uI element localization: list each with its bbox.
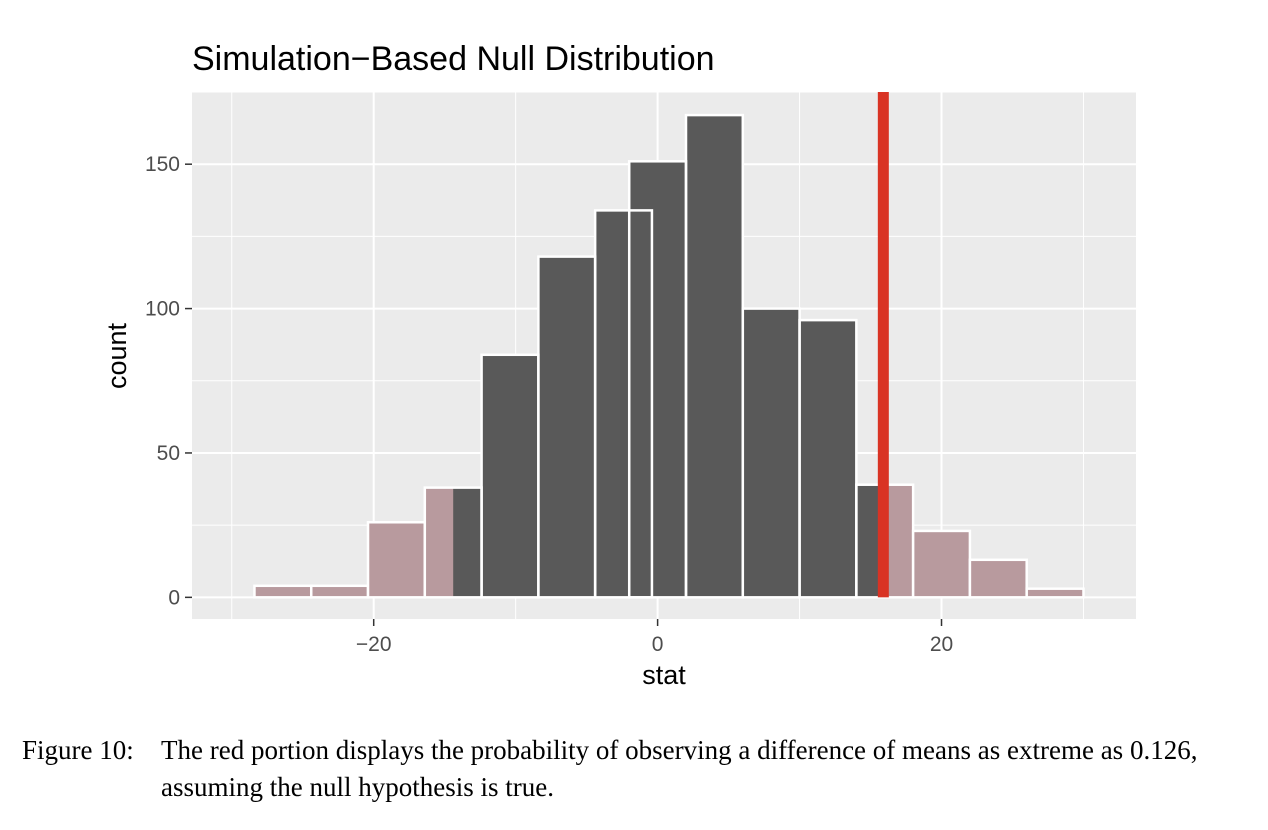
histogram-bar [742, 308, 800, 598]
shaded-bar [424, 487, 454, 598]
y-tick-label: 150 [145, 153, 180, 176]
x-tick-label: 20 [930, 633, 953, 656]
histogram-bar [686, 115, 743, 598]
histogram-bar [538, 256, 596, 598]
histogram-bar [481, 354, 539, 598]
x-axis-title: stat [642, 660, 686, 690]
histogram-bar [799, 320, 857, 598]
bar-outline [593, 209, 654, 599]
caption-text: The red portion displays the probability… [161, 735, 1198, 802]
bar-outline [1025, 587, 1085, 599]
y-tick-label: 0 [168, 586, 180, 609]
bar-outline [798, 318, 858, 599]
shaded-bar [368, 522, 425, 598]
y-axis-title: count [102, 322, 132, 389]
bar-outline [968, 558, 1028, 599]
shaded-bar [1026, 588, 1084, 598]
shaded-bar [254, 585, 312, 598]
shaded-bar [913, 530, 970, 598]
histogram-bar [629, 161, 687, 598]
y-tick-label: 50 [157, 442, 180, 465]
chart-title: Simulation−Based Null Distribution [192, 40, 715, 78]
x-tick-label: 0 [652, 633, 664, 656]
shaded-bar [311, 585, 369, 598]
observed-stat-line [877, 92, 889, 598]
y-axis-ticks: 0 50 100 150 [145, 153, 192, 609]
y-tick-label: 100 [145, 298, 180, 321]
x-axis-ticks: −20 0 20 [356, 619, 953, 656]
x-tick-label: −20 [356, 633, 392, 656]
histogram-chart: 0 50 100 150 −20 0 20 Simulation−Based Null D… [102, 40, 1136, 690]
shaded-bar [969, 559, 1027, 598]
caption-label: Figure 10: [22, 735, 134, 765]
